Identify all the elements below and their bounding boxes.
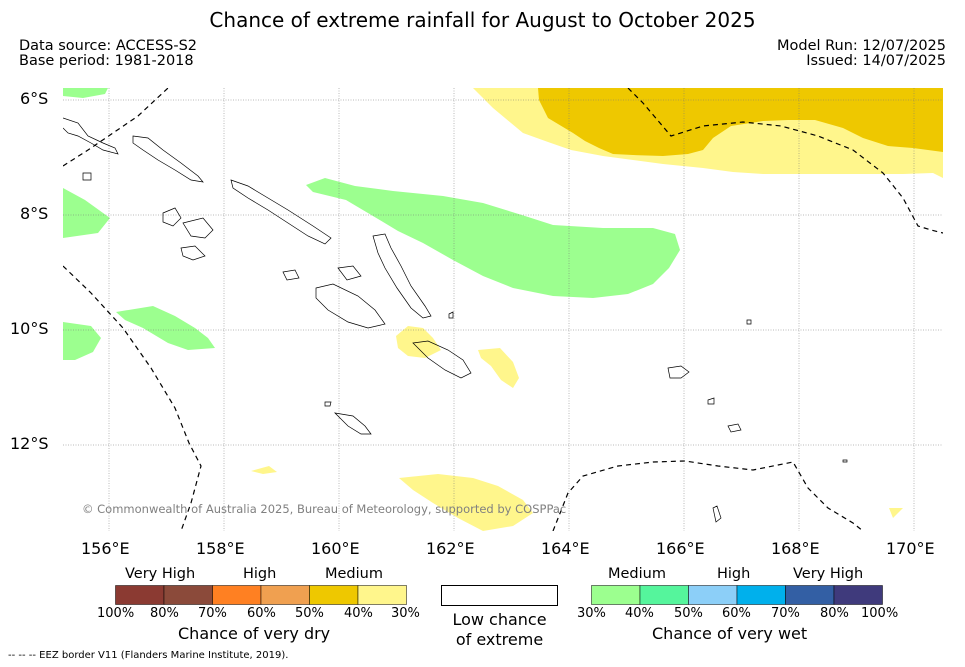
island-tikopia [712, 505, 722, 523]
island-vanikoro [727, 423, 742, 433]
island-reef-islands [746, 319, 752, 325]
neutral-box [441, 585, 558, 606]
dry-cat-very-high: Very High [125, 566, 196, 582]
meta-left: Data source: ACCESS-S2 Base period: 1981… [19, 39, 197, 69]
land-outlines [63, 117, 848, 523]
gridlines [63, 88, 943, 531]
dry-tick-4: 50% [295, 606, 324, 621]
wet-cat-high: High [717, 566, 751, 582]
wet-tick-1: 40% [625, 606, 654, 621]
wet-region-central-band [306, 178, 680, 298]
wet-tick-6: 100% [861, 606, 899, 621]
neutral-title-line2: of extreme [455, 630, 544, 649]
copyright-text: © Commonwealth of Australia 2025, Bureau… [82, 502, 566, 516]
island-utupua [707, 397, 715, 405]
island-shortland [82, 172, 92, 181]
dry-region-makira [478, 348, 519, 388]
dry-colorbar [115, 585, 407, 605]
dry-tick-6: 30% [391, 606, 420, 621]
wet-cat-very-high: Very High [793, 566, 864, 582]
island-bougainville [63, 117, 119, 155]
rainfall-map: © Commonwealth of Australia 2025, Bureau… [63, 88, 943, 531]
lon-label-170e: 170°E [886, 539, 935, 558]
island-nggela [337, 265, 362, 281]
lat-label-8s: 8°S [20, 204, 49, 223]
dry-region-south [399, 474, 533, 531]
eez-borders [63, 88, 943, 531]
lon-label-164e: 164°E [541, 539, 590, 558]
dry-cat-medium: Medium [325, 566, 383, 582]
wet-region-west-lower [63, 322, 101, 360]
lat-label-10s: 10°S [10, 319, 49, 338]
island-russell [282, 269, 300, 281]
island-makira [412, 340, 472, 379]
lon-label-158e: 158°E [196, 539, 245, 558]
dry-tick-3: 60% [247, 606, 276, 621]
wet-cat-medium: Medium [608, 566, 666, 582]
lon-label-160e: 160°E [311, 539, 360, 558]
wet-tick-3: 60% [722, 606, 751, 621]
lon-label-166e: 166°E [656, 539, 705, 558]
island-ulawa [448, 311, 454, 319]
wet-regions [63, 88, 680, 360]
dry-tick-5: 40% [344, 606, 373, 621]
wet-tick-5: 80% [820, 606, 849, 621]
island-bellona [324, 401, 332, 407]
dry-tick-1: 80% [150, 606, 179, 621]
wet-region-north-west [63, 88, 108, 98]
island-santa-isabel [230, 179, 332, 245]
island-guadalcanal [315, 283, 386, 329]
wet-legend-title: Chance of very wet [652, 624, 808, 643]
island-rendova [180, 245, 206, 261]
eez-border-north-west [63, 88, 169, 167]
lat-label-12s: 12°S [10, 434, 49, 453]
data-source: Data source: ACCESS-S2 [19, 38, 198, 54]
meta-right: Model Run: 12/07/2025 Issued: 14/07/2025 [777, 39, 946, 69]
neutral-legend-title: Low chance of extreme [441, 610, 558, 650]
wet-region-west-edge [63, 188, 110, 238]
issued-date: Issued: 14/07/2025 [806, 53, 946, 69]
dry-regions [251, 88, 943, 531]
eez-footnote: -- -- -- EEZ border V11 (Flanders Marine… [8, 650, 289, 661]
wet-colorbar [591, 585, 883, 605]
dry-legend-title: Chance of very dry [178, 624, 331, 643]
dry-cat-high: High [243, 566, 277, 582]
wet-region-south-west [116, 306, 215, 350]
dry-tick-0: 100% [97, 606, 135, 621]
island-nendo [667, 365, 690, 379]
wet-tick-4: 70% [771, 606, 800, 621]
wet-tick-0: 30% [577, 606, 606, 621]
island-rennell [333, 412, 372, 435]
lon-label-168e: 168°E [771, 539, 820, 558]
eez-border-south-east [552, 460, 864, 531]
model-run: Model Run: 12/07/2025 [776, 38, 946, 54]
island-new-georgia [162, 207, 182, 227]
base-period: Base period: 1981-2018 [19, 53, 194, 69]
chart-title: Chance of extreme rainfall for August to… [209, 8, 756, 32]
lon-label-162e: 162°E [426, 539, 475, 558]
island-choiseul [132, 135, 204, 183]
dry-tick-2: 70% [198, 606, 227, 621]
neutral-title-line1: Low chance [452, 610, 547, 629]
island-vella-lavella [182, 217, 214, 239]
eez-border-west [63, 265, 202, 531]
wet-tick-2: 50% [674, 606, 703, 621]
dry-region-south-east [889, 508, 903, 518]
island-duff [842, 459, 848, 463]
dry-region-small-south [251, 466, 277, 474]
island-malaita [372, 233, 432, 319]
lon-label-156e: 156°E [81, 539, 130, 558]
lat-label-6s: 6°S [20, 89, 49, 108]
